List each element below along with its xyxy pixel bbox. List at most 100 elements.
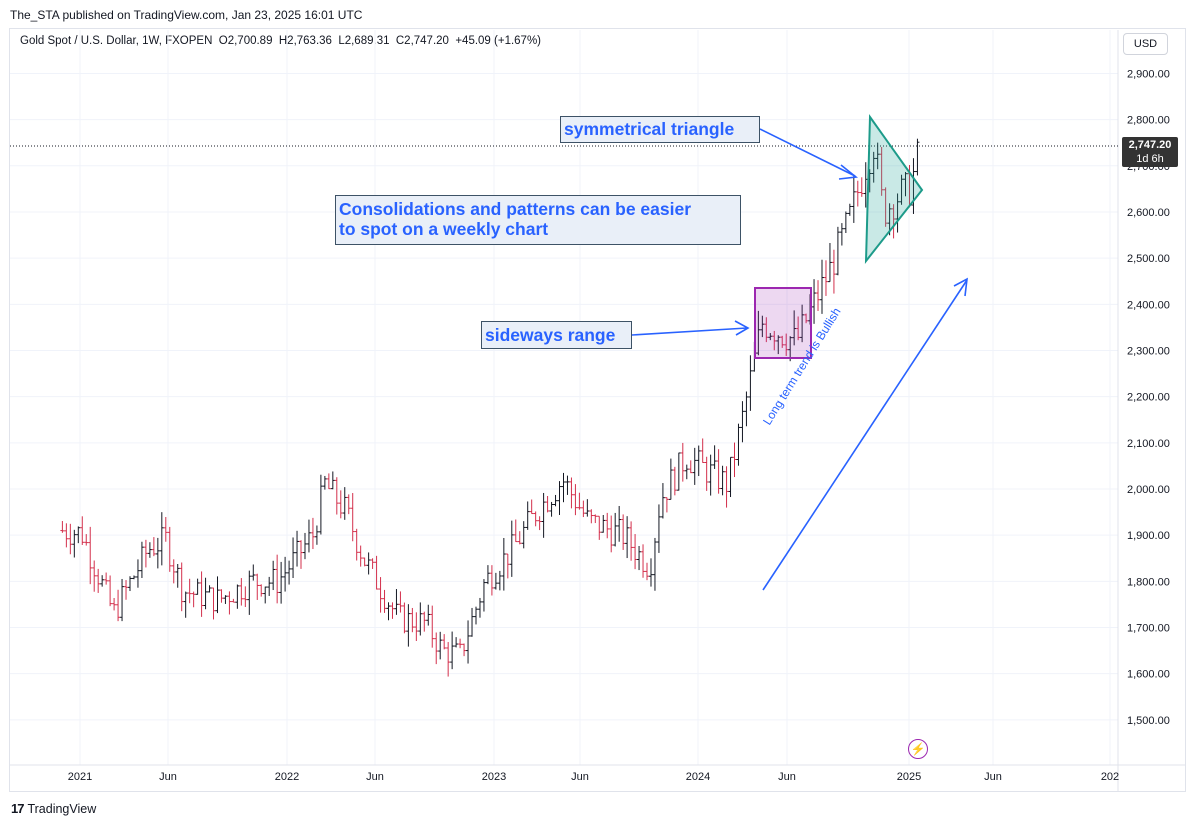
- ohlc-bar: [656, 504, 661, 553]
- y-tick-label: 2,500.00: [1127, 253, 1170, 265]
- x-tick-label: 2025: [897, 771, 921, 783]
- ohlc-bar: [668, 458, 673, 500]
- ohlc-bar: [827, 243, 832, 283]
- ohlc-bar: [529, 499, 534, 515]
- ohlc-bar: [390, 602, 395, 619]
- ohlc-bar: [255, 573, 260, 600]
- ohlc-bar: [700, 438, 705, 464]
- ohlc-bar: [418, 602, 423, 636]
- y-tick-label: 2,800.00: [1127, 115, 1170, 127]
- ohlc-bar: [231, 598, 236, 603]
- x-tick-label: 202: [1101, 771, 1119, 783]
- ohlc-bar: [585, 499, 590, 517]
- symbol-legend[interactable]: Gold Spot / U.S. Dollar, 1W, FXOPEN O2,7…: [20, 35, 542, 47]
- ohlc-bar: [203, 577, 208, 610]
- annotation-symmetrical-triangle[interactable]: symmetrical triangle: [560, 116, 760, 143]
- ohlc-bar: [426, 604, 431, 626]
- ohlc-bar: [219, 589, 224, 603]
- ohlc-bar: [434, 632, 439, 665]
- ohlc-bar: [80, 516, 85, 545]
- ohlc-bar: [318, 474, 323, 535]
- ohlc-bar: [163, 516, 168, 542]
- ohlc-bar: [720, 465, 725, 496]
- ohlc-bar: [732, 442, 737, 478]
- ohlc-bar: [84, 534, 89, 546]
- ohlc-bar: [641, 544, 646, 578]
- ohlc-bar: [541, 492, 546, 538]
- currency-button[interactable]: USD: [1123, 33, 1168, 55]
- ohlc-bar: [155, 537, 160, 569]
- ohlc-bar: [211, 587, 216, 620]
- arrow-trend: [762, 277, 968, 591]
- ohlc-bar: [481, 579, 486, 612]
- annotation-consolidations[interactable]: Consolidations and patterns can be easie…: [335, 195, 741, 245]
- ohlc-bar: [645, 562, 650, 581]
- ohlc-bar: [839, 223, 844, 246]
- ohlc-bar: [283, 556, 288, 592]
- ohlc-bar: [736, 423, 741, 466]
- ohlc-bar: [513, 519, 518, 543]
- ohlc-bar: [728, 456, 733, 498]
- ohlc-bar: [394, 589, 399, 615]
- ohlc-bar: [322, 475, 327, 490]
- x-tick-label: 2021: [68, 771, 92, 783]
- annotation-line-1: Consolidations and patterns can be easie…: [339, 199, 692, 219]
- lightning-icon[interactable]: ⚡: [908, 739, 928, 759]
- ohlc-bar: [664, 497, 669, 513]
- ohlc-bar: [302, 532, 307, 560]
- x-tick-label: Jun: [571, 771, 589, 783]
- footer-brand[interactable]: 17 TradingView: [11, 801, 96, 816]
- ohlc-bar: [708, 454, 713, 496]
- ohlc-bar: [816, 280, 821, 311]
- ohlc-bar: [310, 517, 315, 550]
- ohlc-bar: [366, 552, 371, 575]
- ohlc-bar: [652, 537, 657, 591]
- ohlc-bar: [819, 259, 824, 314]
- ohlc-bar: [835, 226, 840, 276]
- ohlc-bar: [879, 146, 884, 196]
- ohlc-bar: [466, 620, 471, 664]
- y-tick-label: 1,500.00: [1127, 715, 1170, 727]
- ohlc-bar: [589, 509, 594, 524]
- annotation-sideways-range[interactable]: sideways range: [481, 321, 632, 349]
- y-tick-label: 1,800.00: [1127, 576, 1170, 588]
- x-tick-label: 2024: [686, 771, 710, 783]
- ohlc-bar: [338, 490, 343, 519]
- ohlc-bar: [744, 391, 749, 427]
- ohlc-bar: [92, 560, 97, 592]
- last-price-value: 2,747.20: [1128, 139, 1172, 151]
- ohlc-bar: [597, 515, 602, 540]
- ohlc-bar: [517, 531, 522, 545]
- ohlc-bar: [804, 313, 809, 324]
- symmetrical-triangle-shape: [864, 113, 924, 264]
- ohlc-bar: [601, 514, 606, 533]
- ohlc-bar: [613, 512, 618, 547]
- ohlc-bar: [521, 521, 526, 549]
- ohlc-bar: [275, 554, 280, 604]
- ohlc-bar: [247, 570, 252, 615]
- ohlc-bar: [263, 586, 268, 604]
- ohlc-bar: [108, 575, 113, 607]
- ohlc-bar: [175, 563, 180, 588]
- x-tick-label: Jun: [366, 771, 384, 783]
- ohlc-bar: [406, 604, 411, 647]
- time-axis: 2021 Jun 2022 Jun 2023 Jun 2024 Jun 2025 Jun 202: [68, 771, 1119, 783]
- ohlc-bar: [883, 187, 888, 227]
- ohlc-bar: [358, 545, 363, 567]
- ohlc-bar: [712, 445, 717, 469]
- ohlc-bar: [195, 578, 200, 595]
- ohlc-bar: [207, 585, 212, 593]
- ohlc-bar: [501, 537, 506, 591]
- ohlc-bar: [279, 561, 284, 604]
- ohlc-bar: [124, 580, 129, 600]
- arrow-triangle: [759, 128, 858, 180]
- ohlc-bar: [227, 591, 232, 615]
- ohlc-bar: [314, 525, 319, 545]
- ohlc-bar: [497, 570, 502, 591]
- ohlc-bar: [684, 464, 689, 480]
- price-axis: 2,900.002,800.002,700.002,600.002,500.00…: [1127, 68, 1170, 726]
- ohlc-bars: [60, 138, 920, 677]
- ohlc-bar: [116, 589, 121, 622]
- ohlc-bar: [760, 315, 765, 338]
